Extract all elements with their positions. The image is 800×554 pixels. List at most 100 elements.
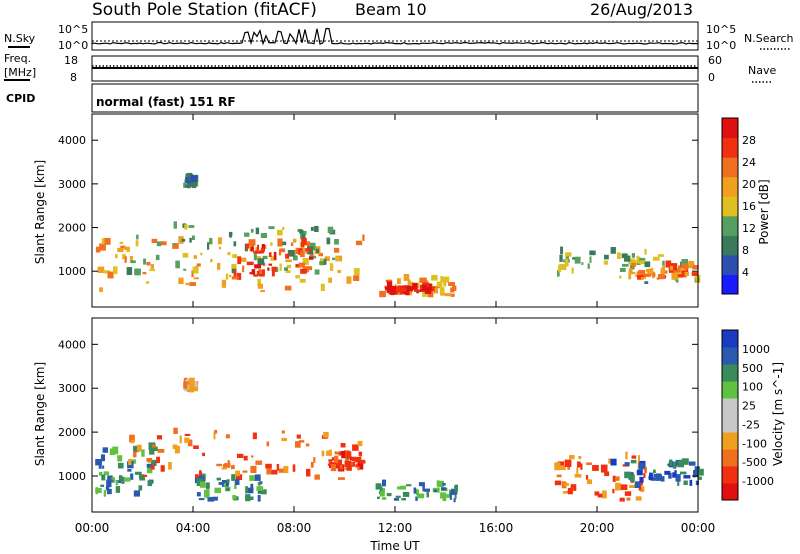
heatmap-cell [199,472,203,477]
heatmap-cell [615,482,621,491]
heatmap-cell [257,482,261,485]
heatmap-cell [408,281,414,290]
heatmap-cell [328,277,332,283]
heatmap-cell [232,495,237,500]
heatmap-cell [683,480,688,485]
colorbar-swatch [722,449,738,467]
heatmap-cell [245,486,248,494]
heatmap-cell [450,287,455,293]
heatmap-cell [310,226,314,231]
heatmap-cell [146,281,150,284]
heatmap-cell [559,254,563,262]
heatmap-cell [257,283,263,289]
heatmap-cell [207,496,215,502]
heatmap-cell [128,458,132,466]
heatmap-cell [628,271,636,275]
heatmap-cell [631,262,636,267]
heatmap-cell [204,489,210,498]
heatmap-cell [554,480,562,486]
heatmap-cell [631,455,637,459]
heatmap-cell [247,488,254,494]
heatmap-cell [647,268,653,276]
heatmap-cell [227,252,231,256]
heatmap-cell [306,468,311,477]
heatmap-cell [415,496,418,501]
heatmap-cell [681,259,688,264]
heatmap-cell [221,467,227,470]
heatmap-cell [346,276,352,284]
heatmap-cell [629,474,635,482]
heatmap-cell [586,462,592,465]
heatmap-cell [224,463,231,467]
x-axis-label: Time UT [369,539,420,553]
heatmap-cell [223,482,226,487]
heatmap-cell [115,480,121,483]
heatmap-cell [577,461,581,468]
heatmap-cell [250,483,254,491]
heatmap-cell [284,267,288,271]
heatmap-cell [95,459,102,466]
heatmap-cell [142,474,148,477]
heatmap-cell [228,274,232,277]
heatmap-cell [115,254,118,259]
heatmap-cell [671,272,678,277]
heatmap-cell [359,460,366,464]
colorbar-tick-label: -25 [742,418,760,431]
heatmap-cell [156,435,162,440]
heatmap-cell [571,267,574,274]
heatmap-cell [332,257,336,260]
heatmap-cell [323,431,329,438]
heatmap-cell [660,476,665,482]
heatmap-cell [257,244,260,250]
heatmap-cell [644,281,649,284]
heatmap-cell [681,270,684,276]
heatmap-cell [233,270,237,278]
heatmap-cell [395,495,401,498]
y-tick-label: 4000 [58,134,86,147]
heatmap-cell [314,225,319,232]
heatmap-cell [617,252,621,259]
heatmap-cell [337,269,342,273]
heatmap-cell [638,462,645,470]
heatmap-cell [600,464,608,473]
heatmap-cell [117,455,123,462]
heatmap-cell [279,263,282,271]
heatmap-cell [556,474,562,478]
heatmap-cell [290,242,294,246]
colorbar-tick-label: 100 [742,381,763,394]
heatmap-cell [292,255,298,261]
station-title: South Pole Station (fitACF) [92,0,317,20]
heatmap-cell [103,490,106,497]
heatmap-cell [178,236,184,243]
heatmap-cell [178,239,184,244]
heatmap-cell [677,479,680,486]
heatmap-cell [422,485,425,492]
heatmap-cell [602,490,607,499]
heatmap-cell [382,479,386,487]
heatmap-cell [604,471,610,477]
heatmap-cell [237,256,242,265]
heatmap-cell [386,493,392,497]
heatmap-cell [295,275,300,279]
heatmap-cell [397,278,401,284]
heatmap-cell [644,273,651,277]
heatmap-cell [656,473,662,480]
nave-tick-high: 60 [708,54,722,67]
heatmap-cell [684,271,689,277]
heatmap-cell [236,272,242,280]
heatmap-cell [253,251,260,254]
heatmap-cell [251,269,256,275]
colorbar-swatch [722,215,738,236]
heatmap-cell [191,270,194,277]
heatmap-cell [645,269,649,273]
heatmap-cell [306,266,313,271]
heatmap-cell [250,228,254,233]
x-tick-label: 12:00 [378,521,413,535]
heatmap-cell [231,263,237,271]
colorbar-tick-label: 500 [742,362,763,375]
heatmap-cell [664,470,671,475]
heatmap-cell [418,482,425,487]
heatmap-cell [697,476,702,480]
heatmap-cell [113,266,118,274]
heatmap-cell [98,462,102,469]
